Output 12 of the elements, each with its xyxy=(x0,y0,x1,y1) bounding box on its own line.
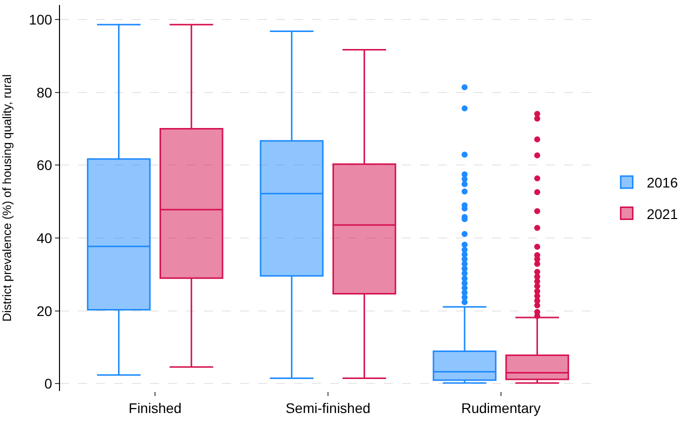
y-tick-label: 20 xyxy=(36,302,52,319)
x-tick-label: Semi-finished xyxy=(286,400,370,416)
legend-label: 2021 xyxy=(646,206,678,222)
y-tick-label: 80 xyxy=(36,84,52,100)
y-axis-title: District prevalence (%) of housing quality, rural xyxy=(0,74,14,322)
y-tick-label: 0 xyxy=(44,376,52,392)
legend-label: 2016 xyxy=(646,174,678,191)
x-tick-label: Finished xyxy=(128,400,182,416)
y-tick-label: 60 xyxy=(36,157,52,174)
x-tick-label: Rudimentary xyxy=(461,400,541,416)
y-tick-label: 40 xyxy=(36,230,52,246)
y-tick-label: 100 xyxy=(28,11,52,28)
